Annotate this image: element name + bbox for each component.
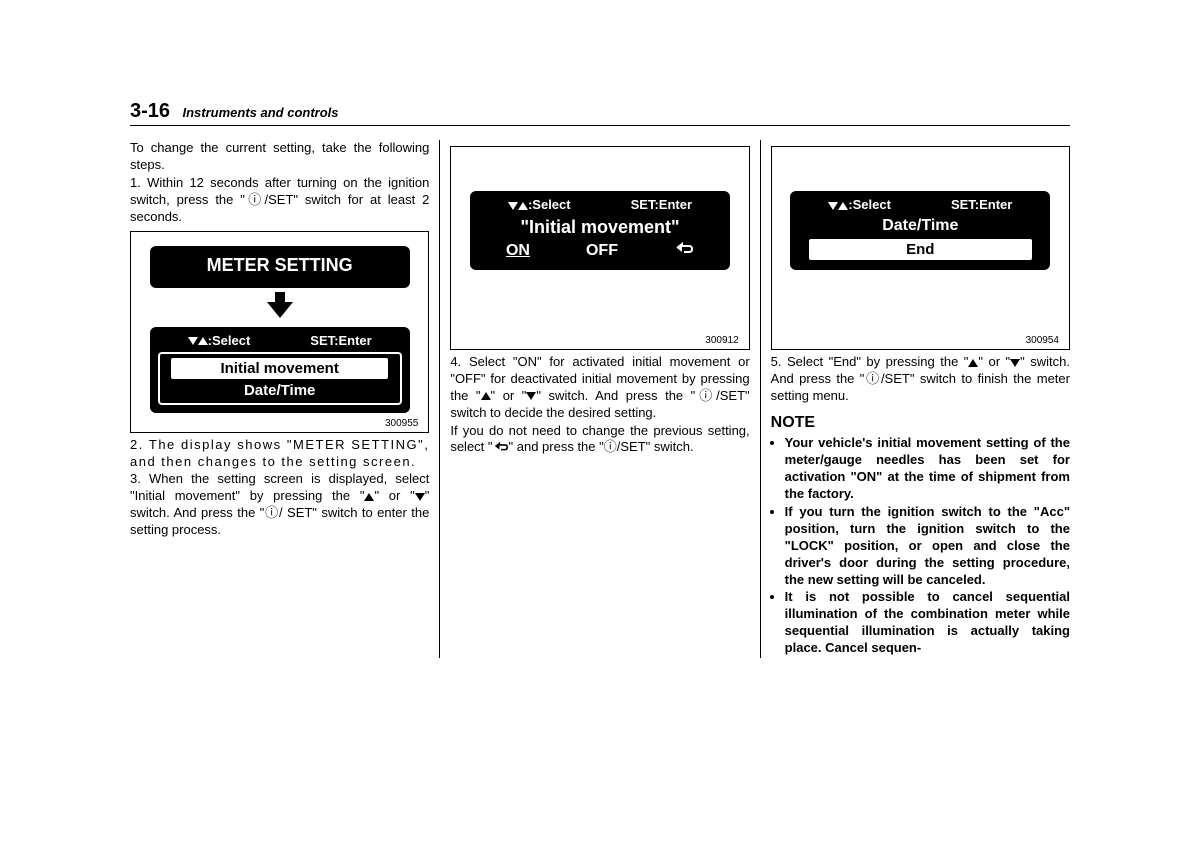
triangle-up-icon xyxy=(968,359,978,367)
return-icon xyxy=(674,241,694,262)
figure-2: :Select SET:Enter "Initial movement" ON … xyxy=(450,146,749,350)
enter-label: SET:Enter xyxy=(951,197,1012,214)
triangle-down-icon xyxy=(508,202,518,210)
triangle-up-icon xyxy=(518,202,528,210)
triangle-down-icon xyxy=(828,202,838,210)
enter-label: SET:Enter xyxy=(310,333,371,350)
lcd-end: :Select SET:Enter Date/Time End xyxy=(790,191,1050,270)
triangle-up-icon xyxy=(481,392,491,400)
lcd-title: METER SETTING xyxy=(158,254,402,277)
column-2: :Select SET:Enter "Initial movement" ON … xyxy=(440,140,760,658)
figure-id: 300955 xyxy=(141,417,418,430)
figure-3: :Select SET:Enter Date/Time End 300954 xyxy=(771,146,1070,350)
note-item: It is not possible to cancel sequential … xyxy=(785,589,1070,657)
intro-text: To change the current setting, take the … xyxy=(130,140,429,174)
if-not-text: If you do not need to change the previou… xyxy=(450,423,749,457)
triangle-up-icon xyxy=(198,337,208,345)
lcd-select-menu: :Select SET:Enter Initial movement Date/… xyxy=(150,327,410,413)
select-label: :Select xyxy=(828,197,891,214)
triangle-down-icon xyxy=(415,493,425,501)
figure-id: 300912 xyxy=(461,334,738,347)
note-item: If you turn the ignition switch to the "… xyxy=(785,504,1070,588)
column-1: To change the current setting, take the … xyxy=(130,140,440,658)
option-off: OFF xyxy=(586,241,618,262)
select-label: :Select xyxy=(508,197,571,214)
step-4-text: 4. Select "ON" for activated initial mov… xyxy=(450,354,749,422)
step-2-text: 2. The display shows "METER SETTING", an… xyxy=(130,437,429,471)
page-header: 3-16 Instruments and controls xyxy=(130,100,1070,126)
page-number: 3-16 xyxy=(130,100,170,122)
step-3-text: 3. When the setting screen is displayed,… xyxy=(130,471,429,539)
step-1-text: 1. Within 12 seconds after turning on th… xyxy=(130,175,429,226)
option-2: Date/Time xyxy=(162,381,398,401)
option-on: ON xyxy=(506,241,530,262)
note-list: Your vehicle's initial movement setting … xyxy=(771,435,1070,657)
triangle-down-icon xyxy=(526,392,536,400)
lcd-line: "Initial movement" xyxy=(478,216,722,239)
lcd-meter-setting: METER SETTING xyxy=(150,246,410,287)
lcd-line1: Date/Time xyxy=(798,216,1042,237)
triangle-up-icon xyxy=(838,202,848,210)
triangle-down-icon xyxy=(188,337,198,345)
chapter-title: Instruments and controls xyxy=(182,105,338,120)
column-3: :Select SET:Enter Date/Time End 300954 5… xyxy=(761,140,1070,658)
triangle-down-icon xyxy=(1010,359,1020,367)
figure-1: METER SETTING :Select SET:Enter Initial … xyxy=(130,231,429,432)
step-5-text: 5. Select "End" by pressing the "" or ""… xyxy=(771,354,1070,405)
select-label: :Select xyxy=(188,333,251,350)
note-heading: NOTE xyxy=(771,413,1070,434)
option-highlighted: Initial movement xyxy=(171,358,387,380)
option-highlighted: End xyxy=(809,239,1033,261)
enter-label: SET:Enter xyxy=(631,197,692,214)
lcd-initial-movement: :Select SET:Enter "Initial movement" ON … xyxy=(470,191,730,270)
note-item: Your vehicle's initial movement setting … xyxy=(785,435,1070,503)
down-arrow-icon xyxy=(141,292,418,323)
triangle-up-icon xyxy=(364,493,374,501)
figure-id: 300954 xyxy=(782,334,1059,347)
